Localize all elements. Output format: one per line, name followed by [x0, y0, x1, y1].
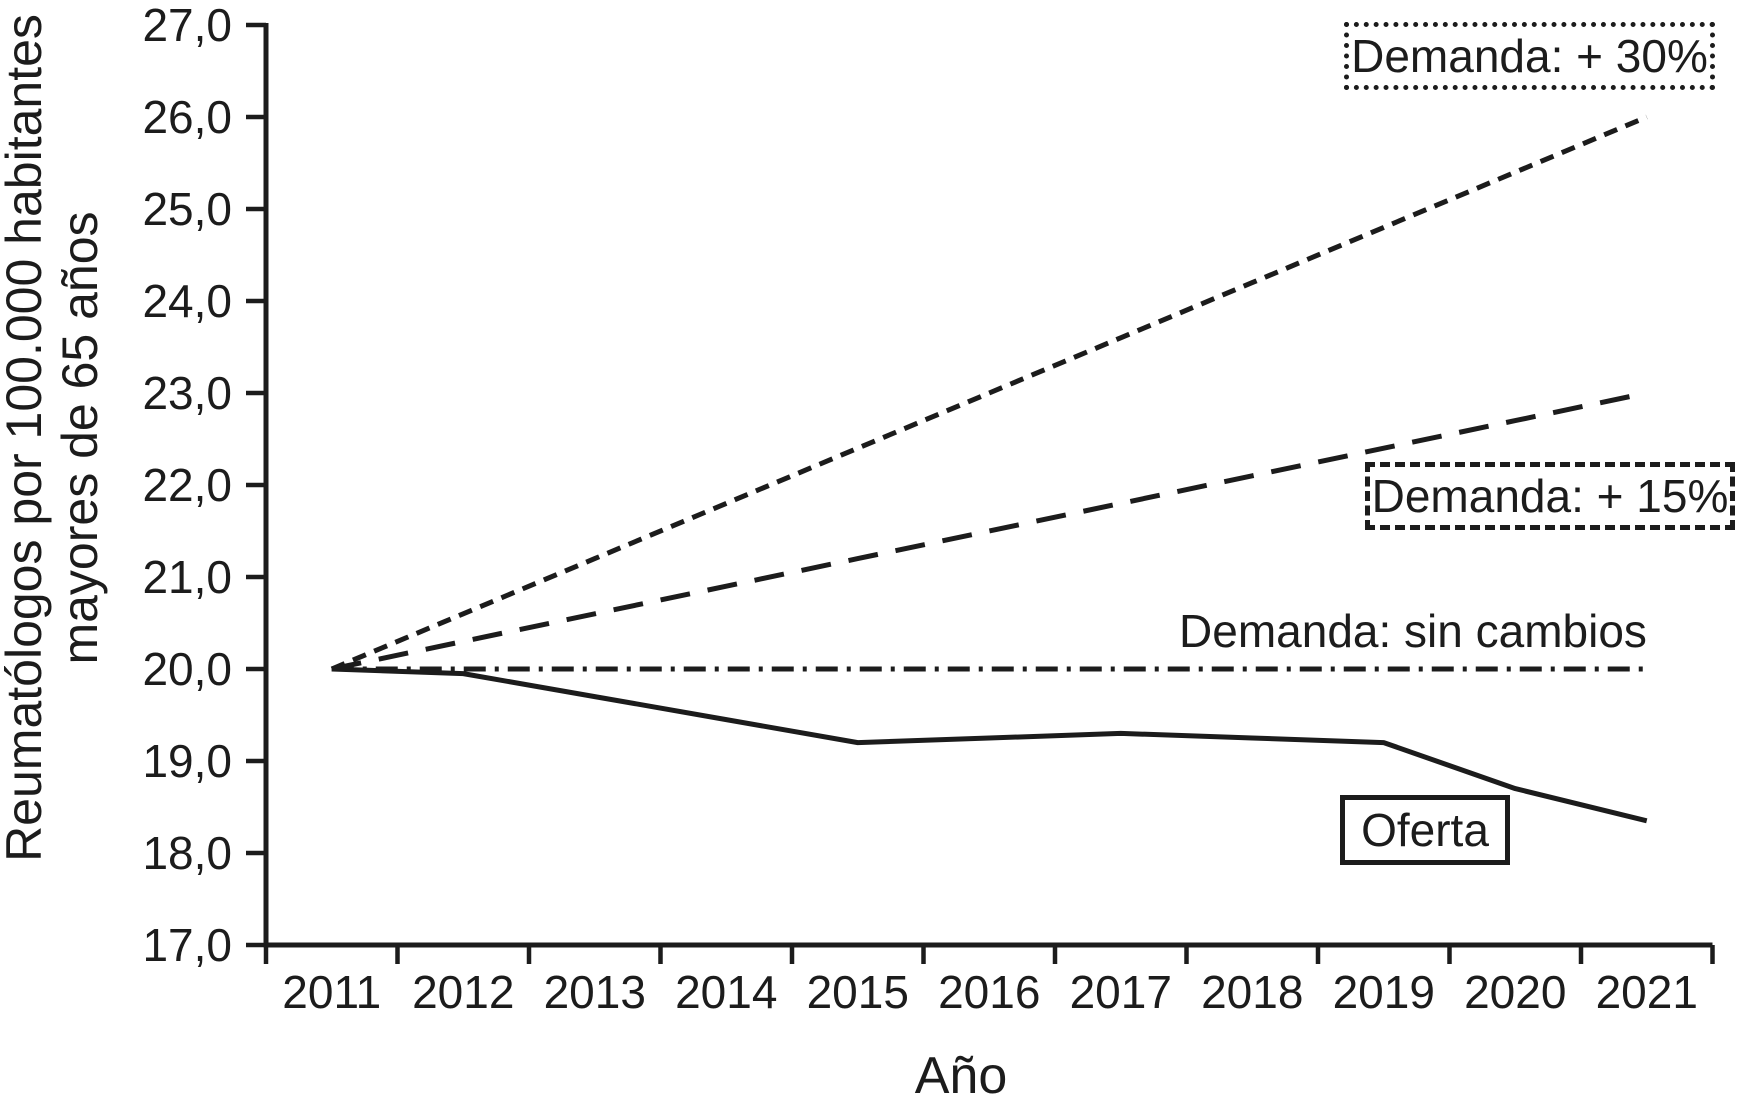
x-tick-label: 2015: [807, 966, 909, 1018]
legend-demanda-15: Demanda: + 15%: [1365, 462, 1735, 530]
y-tick-label: 17,0: [142, 919, 232, 971]
x-tick-label: 2014: [675, 966, 777, 1018]
legend-demanda-sin-cambios: Demanda: sin cambios: [1123, 602, 1703, 660]
y-tick-label: 25,0: [142, 183, 232, 235]
x-tick-label: 2020: [1464, 966, 1566, 1018]
y-tick-label: 18,0: [142, 827, 232, 879]
y-tick-label: 22,0: [142, 459, 232, 511]
x-tick-label: 2011: [282, 966, 381, 1018]
legend-demanda-30: Demanda: + 30%: [1344, 22, 1715, 90]
legend-demanda-15-label: Demanda: + 15%: [1371, 469, 1729, 522]
y-tick-label: 26,0: [142, 91, 232, 143]
x-tick-label: 2016: [938, 966, 1040, 1018]
legend-demanda-sin-cambios-label: Demanda: sin cambios: [1179, 604, 1647, 657]
series-demanda-15-line: [331, 390, 1648, 672]
x-tick-label: 2018: [1201, 966, 1303, 1018]
y-tick-label: 27,0: [142, 0, 232, 51]
x-tick-label: 2019: [1333, 966, 1435, 1018]
legend-oferta-label: Oferta: [1361, 803, 1489, 856]
y-tick-label: 24,0: [142, 275, 232, 327]
x-tick-label: 2013: [544, 966, 646, 1018]
y-tick-label: 21,0: [142, 551, 232, 603]
y-tick-label: 20,0: [142, 643, 232, 695]
x-tick-label: 2021: [1596, 966, 1698, 1018]
series-demanda-30-line: [330, 114, 1648, 672]
legend-oferta: Oferta: [1340, 795, 1510, 865]
y-axis-title-line2: mayores de 65 años: [52, 211, 108, 665]
x-axis-title: Año: [914, 1047, 1008, 1105]
y-tick-label: 23,0: [142, 367, 232, 419]
x-tick-label: 2012: [412, 966, 514, 1018]
series-oferta-line: [331, 666, 1648, 824]
legend-demanda-30-label: Demanda: + 30%: [1351, 29, 1708, 82]
x-tick-label: 2017: [1070, 966, 1172, 1018]
y-axis-title-line1: Reumatólogos por 100.000 habitantes: [0, 14, 52, 862]
y-axis-title: Reumatólogos por 100.000 habitantes mayo…: [0, 0, 108, 878]
y-tick-label: 19,0: [142, 735, 232, 787]
